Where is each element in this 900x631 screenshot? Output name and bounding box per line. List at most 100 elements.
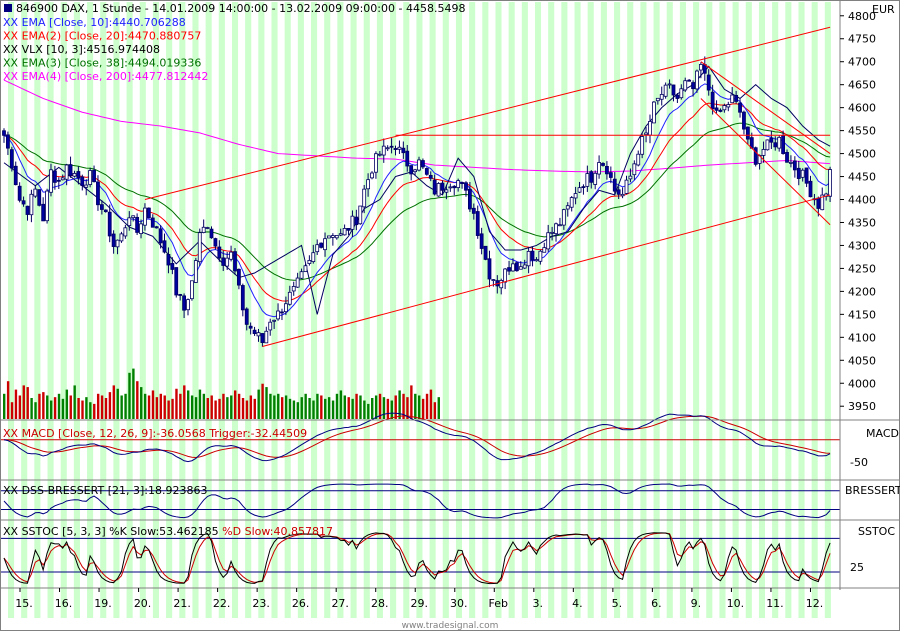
volume-bar [335,393,339,419]
day-band [732,2,739,618]
candle-body [413,169,417,173]
volume-bar [288,398,292,419]
candle-body [397,146,402,150]
candle-body [244,308,249,325]
volume-bar [343,395,347,419]
candle-body [96,181,100,206]
indicator-line: XX EMA(4) [Close, 200]:4477.812442 [3,70,208,83]
candle-body [573,193,578,199]
candle-body [33,188,38,197]
day-band [166,2,173,618]
volume-bar [202,393,206,419]
y-tick-label: 4800 [848,10,876,23]
x-tick-label: 6. [651,597,662,610]
day-band [271,2,278,618]
candle-body [487,258,492,280]
volume-bar [14,389,18,419]
day-band [745,2,752,618]
y-tick-label: 4100 [848,331,876,344]
candle-body [393,148,398,150]
day-band [534,2,542,618]
candle-body [240,285,245,311]
day-band [666,2,673,618]
volume-bar [433,402,437,419]
candle-body [334,235,339,239]
candle-body [405,150,410,167]
candle-body [738,102,742,113]
volume-bar [42,392,45,419]
candle-body [170,263,175,270]
volume-bar [69,395,72,419]
volume-bar [374,395,378,419]
y-tick-label: 4050 [848,354,876,367]
volume-bar [249,395,253,419]
candle-body [796,167,801,179]
candle-body [99,204,104,210]
volume-bar [143,393,147,419]
candle-body [56,179,61,182]
volume-bar [257,389,260,419]
candle-body [213,238,218,247]
candle-body [769,137,774,143]
candle-body [178,294,183,296]
x-tick-label: 9. [691,597,702,610]
macd-tick: -50 [850,456,868,469]
candle-body [808,180,813,198]
day-band [390,2,397,618]
candle-body [103,209,108,213]
day-band [21,2,28,618]
candle-body [174,267,179,296]
volume-bar [398,390,401,419]
candle-body [761,149,766,156]
day-band [297,2,304,618]
candle-body [491,279,496,281]
candle-body [107,211,112,237]
volume-bar [89,402,92,419]
candle-body [45,190,49,222]
candle-body [389,145,394,148]
candle-body [225,257,230,267]
volume-bar [371,398,374,419]
day-band [600,2,607,618]
day-band [126,2,133,618]
day-band [416,2,423,618]
day-band [772,2,779,618]
candle-body [644,132,648,135]
symbol-line: 846900 DAX, 1 Stunde - 14.01.2009 14:00:… [16,2,465,15]
trendline [700,98,831,226]
day-band [798,2,805,618]
volume-bar [269,393,272,419]
candle-body [628,175,633,180]
day-band [758,2,766,618]
day-band [152,2,160,618]
day-band [482,2,489,618]
volume-bar [183,385,186,419]
candle-body [186,299,190,311]
candle-body [229,251,233,260]
volume-bar [363,400,366,419]
trendline [262,194,831,347]
volume-bar [355,393,358,419]
volume-bar [284,395,288,419]
candle-body [499,280,504,289]
y-tick-label: 4150 [848,308,876,321]
indicator-line: XX EMA(2) [Close, 20]:4470.880757 [3,30,201,43]
candle-body [264,330,269,344]
candle-body [640,136,645,155]
candle-body [72,173,77,177]
candle-body [452,185,457,189]
volume-bar [163,395,166,419]
trendlines [144,26,831,347]
y-tick-label: 4500 [848,148,876,161]
candle-body [190,280,194,300]
volume-bar [394,395,397,419]
candle-body [303,265,308,273]
candle-body [209,228,214,239]
candle-body [655,97,660,102]
volume-bar [296,402,300,419]
candle-body [726,104,731,108]
candle-body [287,291,292,305]
volume-bar [300,397,303,419]
candle-body [722,105,727,111]
